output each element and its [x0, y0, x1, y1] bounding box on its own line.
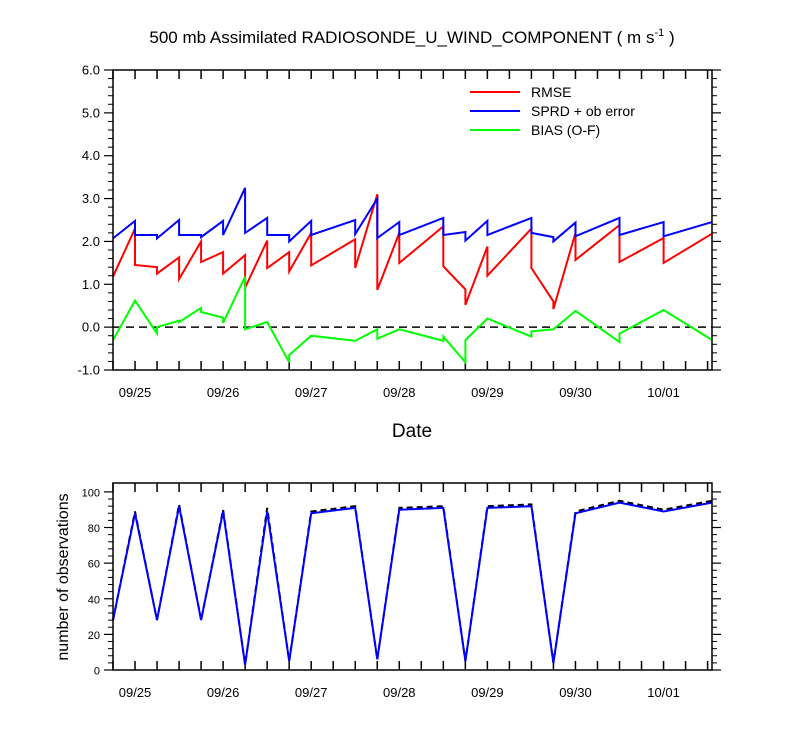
top-plot-frame	[112, 69, 713, 371]
top-ticks-and-labels: 09/25 09/26 09/27 09/28 09/29 09/30 10/01 -1.0 0…	[78, 63, 721, 400]
x-tick-label: 09/27	[295, 385, 328, 400]
x-tick-label: 09/26	[207, 385, 240, 400]
legend-label-bias-o-f: BIAS (O-F)	[531, 122, 600, 138]
chart-title-text: 500 mb Assimilated RADIOSONDE_U_WIND_COM…	[149, 28, 654, 47]
x-tick-label: 09/28	[383, 385, 416, 400]
y-tick-label: 80	[88, 523, 100, 535]
series-line-rmse	[112, 194, 713, 310]
x-tick-label: 09/25	[119, 385, 152, 400]
legend: RMSE SPRD + ob error BIAS (O-F)	[470, 84, 635, 138]
series-line-bias-o-f	[112, 276, 713, 365]
y-axis-label-observations: number of observations	[55, 493, 72, 660]
y-tick-label: 60	[88, 559, 100, 571]
y-tick-label: 4.0	[82, 148, 100, 163]
series-line-sprd-ob-error	[112, 187, 713, 244]
y-tick-label: 40	[88, 594, 100, 606]
rmse-spread-bias-chart: 500 mb Assimilated RADIOSONDE_U_WIND_COM…	[78, 27, 721, 442]
observation-count-chart: 09/25 09/26 09/27 09/28 09/29 09/30 10/01 0 20 40…	[55, 482, 721, 700]
x-tick-label: 09/29	[471, 685, 504, 700]
series-line-possible	[112, 499, 713, 665]
y-tick-label: 0	[94, 666, 100, 678]
legend-label-rmse: RMSE	[531, 84, 571, 100]
y-tick-label: 100	[82, 487, 100, 499]
y-tick-label: 6.0	[82, 63, 100, 78]
y-tick-label: -1.0	[78, 363, 100, 378]
y-tick-label: 5.0	[82, 105, 100, 120]
y-tick-label: 1.0	[82, 277, 100, 292]
bottom-ticks-and-labels: 09/25 09/26 09/27 09/28 09/29 09/30 10/01 0 20 40…	[82, 483, 721, 700]
x-tick-label: 10/01	[647, 385, 680, 400]
bottom-plot-frame	[112, 482, 713, 671]
y-tick-label: 0.0	[82, 320, 100, 335]
x-tick-label: 09/30	[559, 685, 592, 700]
x-tick-label: 09/27	[295, 685, 328, 700]
y-tick-label: 20	[88, 630, 100, 642]
top-series-lines	[112, 187, 713, 365]
y-tick-label: 3.0	[82, 191, 100, 206]
y-tick-label: 2.0	[82, 234, 100, 249]
bottom-series-lines	[112, 499, 713, 665]
x-axis-label: Date	[392, 421, 432, 442]
chart-title-superscript: -1	[654, 27, 664, 39]
chart-title-suffix: )	[664, 28, 674, 47]
x-tick-label: 09/30	[559, 385, 592, 400]
x-tick-label: 09/26	[207, 685, 240, 700]
series-line-used	[112, 501, 713, 665]
x-tick-label: 09/29	[471, 385, 504, 400]
x-tick-label: 09/28	[383, 685, 416, 700]
x-tick-label: 09/25	[119, 685, 152, 700]
x-tick-label: 10/01	[647, 685, 680, 700]
chart-title: 500 mb Assimilated RADIOSONDE_U_WIND_COM…	[149, 27, 674, 47]
legend-label-sprd-ob-error: SPRD + ob error	[531, 103, 635, 119]
